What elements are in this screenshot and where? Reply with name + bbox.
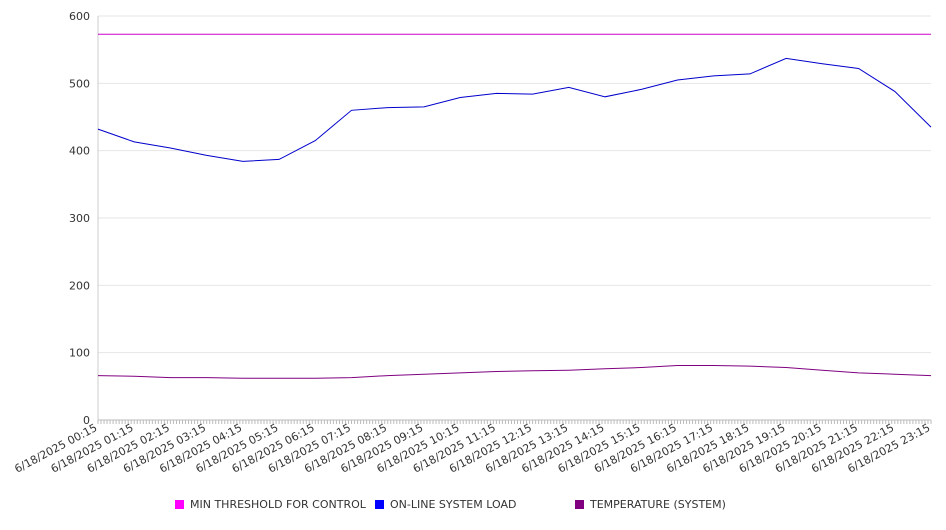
legend-label-system-load: ON-LINE SYSTEM LOAD xyxy=(390,498,517,511)
legend-label-temperature: TEMPERATURE (SYSTEM) xyxy=(590,498,726,511)
y-tick-label: 300 xyxy=(69,212,90,225)
legend-item-temperature: TEMPERATURE (SYSTEM) xyxy=(575,498,726,511)
y-tick-label: 200 xyxy=(69,279,90,292)
legend-swatch-system-load xyxy=(375,500,384,509)
y-tick-label: 100 xyxy=(69,347,90,360)
y-tick-label: 400 xyxy=(69,145,90,158)
series-lines xyxy=(97,33,932,379)
y-tick-label: 0 xyxy=(83,414,90,427)
legend-label-min-threshold: MIN THRESHOLD FOR CONTROL xyxy=(190,498,366,511)
chart-legend: MIN THRESHOLD FOR CONTROL ON-LINE SYSTEM… xyxy=(0,498,946,514)
legend-swatch-temperature xyxy=(575,500,584,509)
series-line-1 xyxy=(97,57,932,162)
axes xyxy=(97,16,932,424)
y-tick-label: 500 xyxy=(69,77,90,90)
grid-lines xyxy=(98,15,931,354)
y-tick-label: 600 xyxy=(69,10,90,23)
legend-item-min-threshold: MIN THRESHOLD FOR CONTROL xyxy=(175,498,366,511)
legend-item-system-load: ON-LINE SYSTEM LOAD xyxy=(375,498,516,511)
legend-swatch-min-threshold xyxy=(175,500,184,509)
series-line-2 xyxy=(97,365,932,379)
